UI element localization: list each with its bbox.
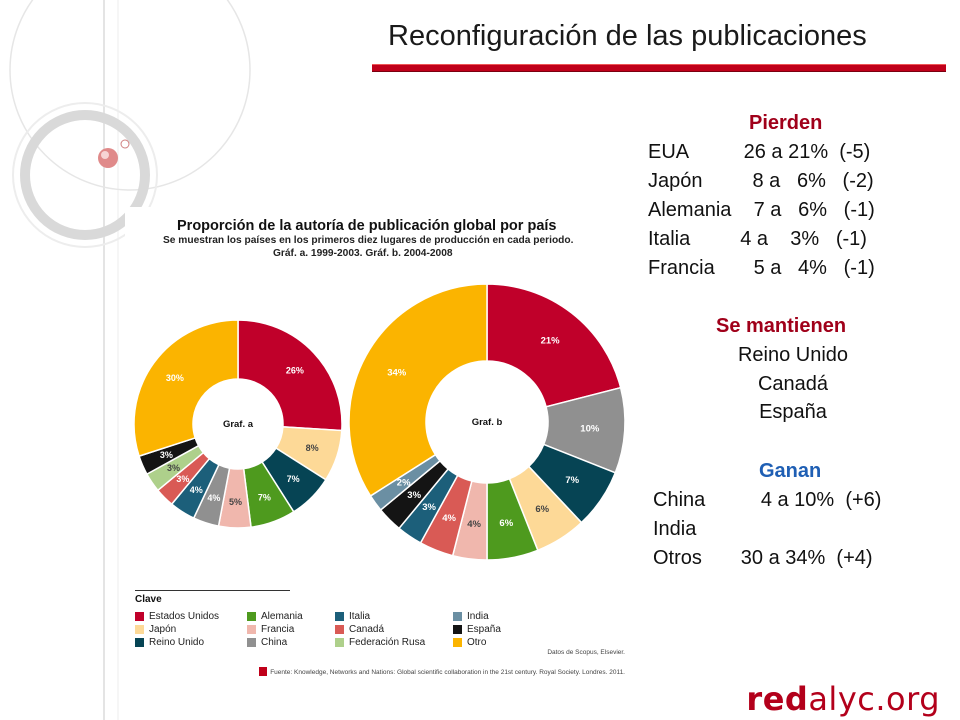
legend-item: Federación Rusa <box>335 637 425 648</box>
legend-item: Estados Unidos <box>135 611 219 622</box>
ganan-row: Otros 30 a 34% (+4) <box>653 547 873 569</box>
legend-label: Canadá <box>349 624 385 635</box>
chart-figure: Proporción de la autoría de publicación … <box>125 207 631 685</box>
slice-label: 3% <box>422 502 436 513</box>
slice-label: 3% <box>407 490 421 501</box>
legend-item: Japón <box>135 624 176 635</box>
slice-label: 7% <box>565 475 579 486</box>
data-credit: Datos de Scopus, Elsevier. <box>547 649 625 656</box>
mantienen-item: Canadá <box>757 373 829 395</box>
slice-label: 2% <box>397 478 411 489</box>
legend-label: Italia <box>349 611 371 622</box>
legend-swatch <box>453 612 462 621</box>
source-logo-icon <box>259 667 267 676</box>
legend-item: España <box>453 624 501 635</box>
mantienen-item: España <box>759 401 827 423</box>
slice-label: 4% <box>207 493 220 503</box>
donut-slice <box>348 283 488 497</box>
legend-swatch <box>135 638 144 647</box>
legend-item: Italia <box>335 611 370 622</box>
legend-title: Clave <box>135 594 162 605</box>
legend-swatch <box>453 625 462 634</box>
ganan-heading: Ganan <box>759 460 822 482</box>
donut-slice <box>133 319 239 458</box>
source-credit: Fuente: Knowledge, Networks and Nations:… <box>270 669 625 676</box>
slice-label: 3% <box>176 474 189 484</box>
slice-label: 10% <box>580 423 600 434</box>
legend-swatch <box>335 612 344 621</box>
legend-swatch <box>453 638 462 647</box>
pierden-row: Alemania 7 a 6% (-1) <box>648 199 875 221</box>
slice-label: 26% <box>286 366 304 376</box>
legend-item: Otro <box>453 637 486 648</box>
legend-item: Francia <box>247 624 294 635</box>
pierden-heading: Pierden <box>749 112 823 134</box>
slice-label: 30% <box>166 373 184 383</box>
legend-label: Estados Unidos <box>149 611 220 622</box>
donut-center-label: Graf. b <box>472 417 503 428</box>
legend-swatch <box>335 625 344 634</box>
legend-label: Alemania <box>261 611 303 622</box>
ganan-row: China 4 a 10% (+6) <box>653 489 882 511</box>
donut-charts: 26%8%7%7%5%4%4%3%3%3%30%Graf. a21%10%7%6… <box>133 283 626 561</box>
pierden-row: EUA 26 a 21% (-5) <box>648 141 871 163</box>
slice-label: 34% <box>387 367 407 378</box>
brand-rest: alyc.org <box>808 680 940 718</box>
legend-item: Reino Unido <box>135 637 204 648</box>
legend-item: Alemania <box>247 611 303 622</box>
redalyc-logo[interactable]: redalyc.org <box>746 680 940 718</box>
legend-label: China <box>261 637 288 648</box>
slice-label: 6% <box>535 504 549 515</box>
legend-item: China <box>247 637 287 648</box>
slice-label: 3% <box>167 463 180 473</box>
slice-label: 7% <box>258 492 271 502</box>
legend-swatch <box>135 612 144 621</box>
slice-label: 8% <box>306 443 319 453</box>
legend-label: Japón <box>149 624 177 635</box>
legend-label: Reino Unido <box>149 637 205 648</box>
legend-label: India <box>467 611 489 622</box>
legend-swatch <box>247 625 256 634</box>
ganan-row: India <box>653 518 697 540</box>
mantienen-item: Reino Unido <box>737 344 849 366</box>
donut-center-label: Graf. a <box>223 419 254 430</box>
pierden-row: Italia 4 a 3% (-1) <box>648 228 867 250</box>
pierden-row: Japón 8 a 6% (-2) <box>648 170 874 192</box>
slice-label: 4% <box>190 485 203 495</box>
chart-legend: Estados Unidos Japón Reino Unido Alemania Fr… <box>135 611 515 651</box>
legend-item: India <box>453 611 489 622</box>
slice-label: 7% <box>287 474 300 484</box>
legend-label: Otro <box>467 637 487 648</box>
donut-slice <box>486 283 622 408</box>
legend-label: Federación Rusa <box>349 637 426 648</box>
legend-swatch <box>247 612 256 621</box>
donut-hole <box>427 362 547 482</box>
slice-label: 4% <box>467 519 481 530</box>
legend-label: Francia <box>261 624 295 635</box>
legend-divider <box>135 590 290 591</box>
legend-swatch <box>335 638 344 647</box>
figure-subtitle-periods: Gráf. a. 1999-2003. Gráf. b. 2004-2008 <box>273 248 453 259</box>
slice-label: 6% <box>499 518 513 529</box>
slice-label: 21% <box>541 336 561 347</box>
donut-hole <box>194 380 282 468</box>
title-underline-bar <box>372 64 946 72</box>
donut-slice <box>237 319 343 432</box>
pierden-row: Francia 5 a 4% (-1) <box>648 257 875 279</box>
slide-title: Reconfiguración de las publicaciones <box>388 20 867 52</box>
slice-label: 5% <box>229 497 242 507</box>
slice-label: 3% <box>160 450 173 460</box>
legend-label: España <box>467 624 501 635</box>
figure-subtitle: Se muestran los países en los primeros d… <box>163 235 574 246</box>
mantienen-heading: Se mantienen <box>716 315 847 337</box>
figure-title: Proporción de la autoría de publicación … <box>177 218 557 234</box>
legend-swatch <box>135 625 144 634</box>
brand-red: red <box>746 680 809 718</box>
legend-item: Canadá <box>335 624 384 635</box>
slice-label: 4% <box>442 513 456 524</box>
legend-swatch <box>247 638 256 647</box>
